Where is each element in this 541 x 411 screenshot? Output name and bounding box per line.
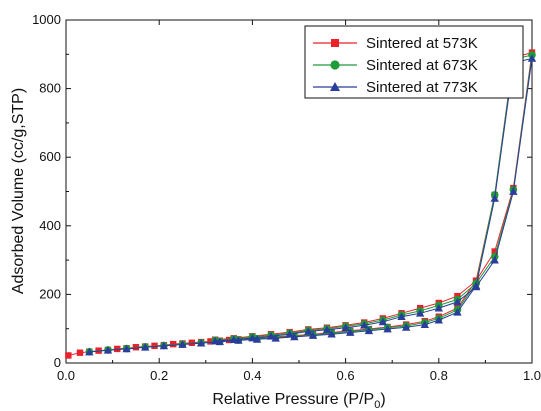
data-point	[401, 323, 411, 331]
data-point	[434, 315, 443, 324]
data-point	[122, 344, 131, 353]
x-axis-title-main: Relative Pressure (P/P	[212, 391, 374, 408]
data-point	[327, 329, 336, 338]
y-tick-label: 0	[54, 355, 61, 370]
legend-box	[304, 25, 524, 99]
y-tick-label: 800	[39, 81, 61, 96]
legend-marker	[330, 60, 340, 70]
y-tick-label: 1000	[32, 12, 61, 27]
data-point	[85, 347, 94, 356]
data-point	[527, 54, 537, 62]
data-point	[397, 312, 406, 321]
data-point	[285, 329, 294, 338]
legend-label: Sintered at 773K	[366, 79, 478, 96]
data-point	[509, 187, 518, 195]
data-point	[169, 340, 177, 348]
data-point	[141, 343, 150, 351]
legend-label: Sintered at 673K	[366, 57, 478, 74]
data-point	[266, 332, 276, 340]
data-point	[415, 309, 425, 317]
series-3	[85, 54, 537, 356]
series-line	[89, 54, 533, 353]
legend-label: Sintered at 573K	[366, 35, 478, 52]
x-tick-label: 0.2	[150, 368, 168, 383]
x-tick-label: 1.0	[523, 368, 541, 383]
data-point	[210, 336, 220, 345]
data-point	[453, 297, 462, 306]
data-point	[229, 335, 238, 344]
data-point	[304, 327, 313, 335]
data-point	[378, 317, 388, 326]
data-point	[322, 325, 332, 334]
data-point	[490, 255, 499, 264]
data-point	[491, 248, 498, 255]
data-point	[196, 338, 206, 347]
y-axis: 0 200 400 600 800 1000	[32, 12, 532, 370]
data-point	[65, 352, 72, 359]
data-point	[76, 349, 84, 356]
data-point	[434, 303, 443, 312]
x-axis: 0.0 0.2 0.4 0.6 0.8 1.0	[57, 20, 541, 383]
data-point	[453, 308, 462, 316]
data-point	[132, 344, 140, 351]
legend: Sintered at 573K Sintered at 673K Sintered…	[304, 25, 524, 99]
y-axis-title: Adsorbed Volume (cc/g,STP)	[10, 88, 27, 294]
y-tick-label: 600	[39, 149, 61, 164]
x-axis-title: Relative Pressure (P/P0)	[212, 391, 385, 411]
data-point	[383, 324, 392, 333]
y-tick-label: 200	[39, 286, 61, 301]
data-point	[341, 323, 350, 332]
data-point	[159, 341, 169, 350]
data-point	[271, 334, 280, 342]
y-tick-label: 400	[39, 218, 61, 233]
legend-marker	[331, 39, 339, 47]
data-point	[207, 338, 214, 345]
data-point	[188, 339, 196, 346]
x-tick-label: 0.6	[337, 368, 355, 383]
data-point	[290, 332, 299, 341]
x-tick-label: 0.4	[243, 368, 261, 383]
x-tick-label: 0.8	[430, 368, 448, 383]
x-axis-title-close: )	[380, 391, 385, 408]
data-point	[490, 194, 499, 202]
x-axis-title-subscript: 0	[374, 399, 380, 411]
legend-marker	[330, 82, 340, 91]
plot-area	[65, 49, 537, 359]
data-point	[420, 320, 430, 328]
data-point	[346, 328, 355, 336]
data-point	[178, 340, 187, 348]
data-point	[364, 326, 374, 335]
data-point	[248, 333, 257, 342]
data-point	[103, 346, 113, 354]
x-tick-label: 0.0	[57, 368, 75, 383]
data-point	[471, 282, 481, 291]
data-point	[308, 331, 318, 339]
series-line	[89, 57, 533, 353]
data-point	[360, 321, 369, 329]
